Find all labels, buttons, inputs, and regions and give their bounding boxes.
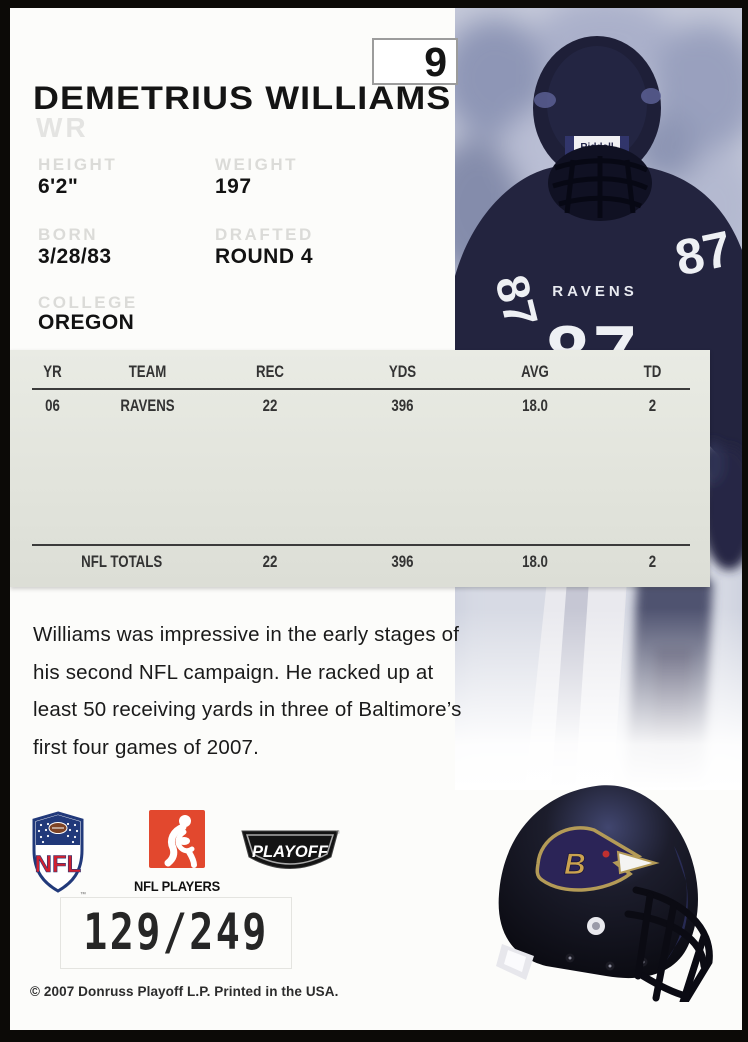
stats-data-row: 06 RAVENS 22 396 18.0 2: [15, 396, 705, 416]
playoff-inner-border: [245, 834, 335, 865]
weight-label: WEIGHT: [215, 155, 298, 174]
stats-col-yds: YDS: [388, 362, 417, 381]
copyright-line: © 2007 Donruss Playoff L.P. Printed in t…: [30, 984, 339, 999]
drafted-label: DRAFTED: [215, 225, 314, 244]
helmet-ear-hole-center: [592, 922, 600, 930]
totals-rec: 22: [262, 552, 278, 571]
stats-totals-row: NFL TOTALS 22 396 18.0 2: [15, 552, 705, 572]
stat-td: 2: [648, 396, 657, 415]
photo-helmet-decal-left: [534, 92, 556, 108]
stats-col-avg: AVG: [521, 362, 549, 381]
helmet-chin-strap: [496, 944, 534, 980]
ravens-helmet: B: [496, 785, 713, 1002]
player-position: WR: [36, 112, 89, 143]
photo-team-wordmark: RAVENS: [552, 283, 637, 300]
nfl-shield-stars: [37, 822, 79, 844]
playoff-registered: ®: [336, 829, 340, 836]
stat-yds: 396: [391, 396, 414, 415]
nfl-logo-text: NFL: [35, 851, 82, 878]
ravens-raven-logo: B: [535, 826, 660, 892]
nfl-players-text: NFL PLAYERS: [133, 878, 221, 894]
born-label: BORN: [38, 225, 99, 244]
serial-number: 129/249: [83, 903, 269, 961]
card-face: Riddell 87 87 RAVENS 87: [10, 8, 742, 1030]
photo-helmet-decal-right: [641, 88, 661, 104]
photo-shoulder-number-left: 87: [485, 270, 548, 332]
ravens-logo-letter: B: [564, 848, 586, 881]
nfl-logo: NFL ™: [32, 811, 86, 898]
height-value: 6'2": [38, 175, 79, 198]
nfl-trademark: ™: [80, 891, 86, 898]
photo-strip-edge-left: [565, 136, 574, 155]
player-photo: Riddell 87 87 RAVENS 87: [455, 8, 742, 790]
player-commentary: Williams was impressive in the early sta…: [33, 623, 462, 759]
photo-shoulder-number-right: 87: [670, 220, 736, 286]
player-name: DEMETRIUS WILLIAMS: [33, 80, 452, 116]
stats-col-td: TD: [643, 362, 662, 381]
totals-td: 2: [648, 552, 657, 571]
nfl-players-icon: [149, 810, 205, 868]
totals-avg: 18.0: [522, 552, 548, 571]
playoff-logo: PLAYOFF ®: [241, 829, 340, 869]
playoff-text: PLAYOFF: [252, 842, 329, 861]
card-number: 9: [424, 39, 447, 85]
totals-label: NFL TOTALS: [81, 552, 163, 571]
helmet-facemask: [624, 886, 713, 1002]
nfl-players-logo: NFL PLAYERS: [127, 808, 227, 900]
college-value: OREGON: [38, 311, 135, 334]
college-label: COLLEGE: [38, 293, 138, 312]
stat-rec: 22: [262, 396, 278, 415]
nfl-players-silhouette: [164, 815, 197, 868]
photo-strip-edge-right: [620, 136, 629, 155]
helmet-rivets: [565, 953, 648, 971]
stats-divider-bottom: [32, 544, 690, 546]
photo-facemask: [548, 145, 652, 221]
stats-col-rec: REC: [255, 362, 285, 381]
stats-table: YR TEAM REC YDS AVG TD 06 RAVENS 22 396 …: [10, 350, 710, 587]
stats-col-yr: YR: [43, 362, 62, 381]
stats-col-team: TEAM: [128, 362, 167, 381]
stats-divider-top: [32, 388, 690, 390]
totals-yds: 396: [391, 552, 414, 571]
photo-helmet-sheen: [547, 46, 647, 162]
photo-fade: [455, 608, 742, 790]
height-label: HEIGHT: [38, 155, 118, 174]
drafted-value: ROUND 4: [215, 245, 314, 268]
stats-header-row: YR TEAM REC YDS AVG TD: [15, 362, 705, 382]
serial-number-box: [60, 897, 292, 969]
stat-avg: 18.0: [522, 396, 548, 415]
weight-value: 197: [215, 175, 252, 198]
born-value: 3/28/83: [38, 245, 112, 268]
card-number-box: 9: [372, 38, 458, 85]
stat-year: 06: [45, 396, 60, 415]
stat-team: RAVENS: [120, 396, 175, 415]
